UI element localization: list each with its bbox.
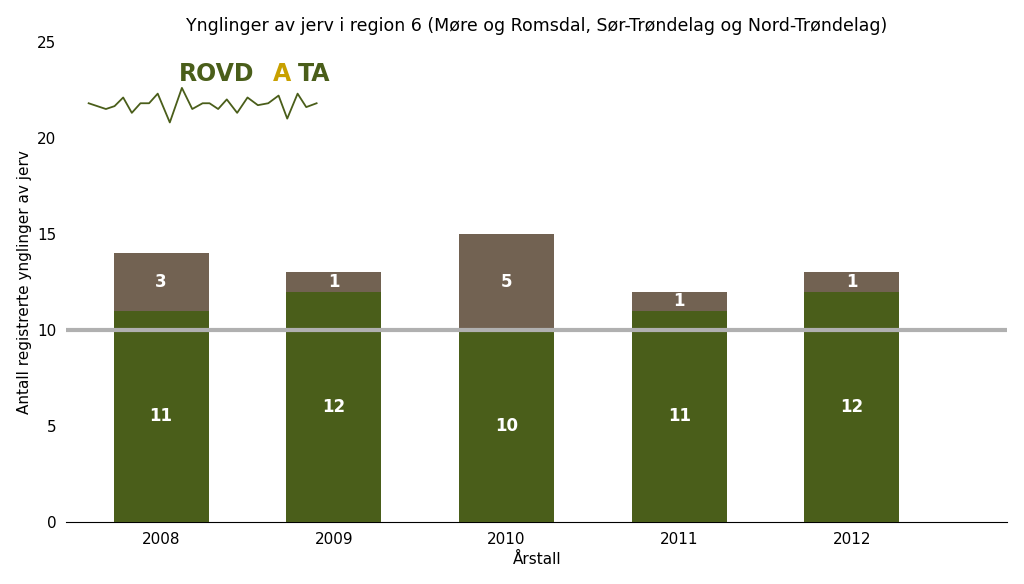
X-axis label: Årstall: Årstall (512, 552, 561, 567)
Text: 10: 10 (495, 417, 518, 435)
Text: 1: 1 (674, 292, 685, 310)
Bar (287, 291, 381, 522)
Text: TA: TA (298, 62, 330, 86)
Text: 11: 11 (150, 408, 173, 425)
Bar (459, 234, 554, 330)
Text: 1: 1 (328, 273, 340, 291)
Title: Ynglinger av jerv i region 6 (Møre og Romsdal, Sør-Trøndelag og Nord-Trøndelag): Ynglinger av jerv i region 6 (Møre og Ro… (186, 17, 888, 34)
Bar (114, 311, 209, 522)
Text: 12: 12 (323, 398, 345, 416)
Y-axis label: Antall registrerte ynglinger av jerv: Antall registrerte ynglinger av jerv (16, 150, 32, 414)
Bar (459, 330, 554, 522)
Bar (632, 311, 727, 522)
Text: ROVD: ROVD (178, 62, 254, 86)
Bar (632, 291, 727, 311)
Bar (114, 253, 209, 311)
Text: 3: 3 (156, 273, 167, 291)
Text: 12: 12 (841, 398, 863, 416)
Text: 11: 11 (668, 408, 691, 425)
Text: 1: 1 (846, 273, 858, 291)
Bar (805, 272, 899, 291)
Bar (805, 291, 899, 522)
Bar (287, 272, 381, 291)
Text: A: A (272, 62, 291, 86)
Text: 5: 5 (501, 273, 512, 291)
